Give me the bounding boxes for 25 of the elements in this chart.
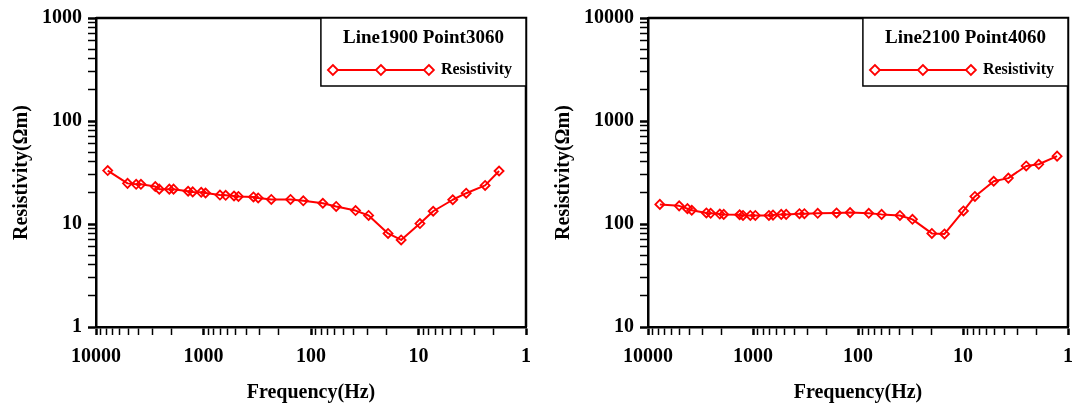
x-axis-title: Frequency(Hz) <box>246 380 376 404</box>
x-tick-label: 10 <box>408 344 429 367</box>
y-tick-label: 10 <box>614 314 634 337</box>
x-tick-label: 100 <box>843 344 873 367</box>
y-tick-label: 100 <box>52 108 82 131</box>
x-tick-label: 100 <box>296 344 326 367</box>
legend-label: Resistivity <box>982 60 1055 79</box>
y-tick-label: 100 <box>604 211 634 234</box>
legend-title: Line1900 Point3060 <box>342 25 504 47</box>
x-tick-label: 1000 <box>183 344 224 367</box>
x-tick-label: 10000 <box>623 344 673 367</box>
x-tick-label: 1000 <box>733 344 773 367</box>
y-tick-label: 1 <box>72 314 82 337</box>
y-tick-label: 1000 <box>594 108 634 131</box>
x-axis-title: Frequency(Hz) <box>793 380 923 404</box>
x-tick-label: 10 <box>953 344 973 367</box>
x-tick-label: 1 <box>521 344 531 367</box>
y-tick-label: 10 <box>62 211 82 234</box>
y-axis-title: Resistivity(Ωm) <box>9 105 33 240</box>
y-tick-label: 10000 <box>584 5 634 28</box>
legend-label: Resistivity <box>440 60 513 79</box>
y-tick-label: 1000 <box>42 5 82 28</box>
y-axis-title: Resistivity(Ωm) <box>551 105 575 240</box>
x-tick-label: 1 <box>1063 344 1073 367</box>
legend-title: Line2100 Point4060 <box>884 25 1046 47</box>
